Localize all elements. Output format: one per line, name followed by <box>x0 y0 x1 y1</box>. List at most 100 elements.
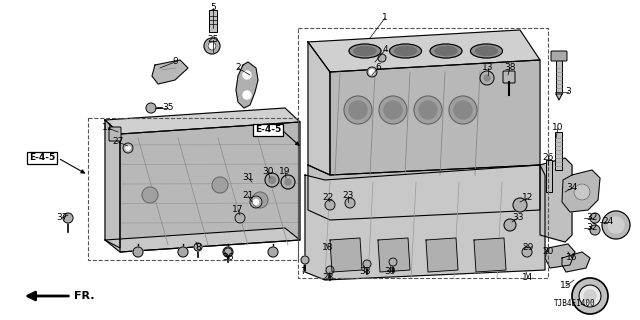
Text: 6: 6 <box>375 63 381 73</box>
Polygon shape <box>378 238 410 272</box>
Circle shape <box>513 198 527 212</box>
Circle shape <box>243 91 251 99</box>
Text: 8: 8 <box>195 244 201 252</box>
Polygon shape <box>556 94 562 100</box>
FancyBboxPatch shape <box>109 127 121 141</box>
Text: 38: 38 <box>504 63 516 73</box>
Text: 16: 16 <box>566 253 578 262</box>
Polygon shape <box>120 122 300 252</box>
Text: 14: 14 <box>522 274 534 283</box>
Polygon shape <box>305 165 545 280</box>
FancyBboxPatch shape <box>556 52 562 94</box>
Circle shape <box>194 243 202 251</box>
Ellipse shape <box>349 44 381 58</box>
Circle shape <box>504 219 516 231</box>
Circle shape <box>268 247 278 257</box>
FancyBboxPatch shape <box>209 10 217 32</box>
Circle shape <box>369 69 374 75</box>
Circle shape <box>484 75 490 81</box>
Polygon shape <box>426 238 458 272</box>
Ellipse shape <box>449 96 477 124</box>
Text: 34: 34 <box>566 183 578 193</box>
Circle shape <box>253 199 259 204</box>
Text: 35: 35 <box>163 103 173 113</box>
Text: 18: 18 <box>323 244 333 252</box>
Text: 29: 29 <box>522 244 534 252</box>
Ellipse shape <box>349 101 367 119</box>
Ellipse shape <box>476 46 497 55</box>
Circle shape <box>223 247 233 257</box>
Text: 32: 32 <box>586 213 598 222</box>
Circle shape <box>363 260 371 268</box>
Text: 39: 39 <box>384 268 396 276</box>
Text: 23: 23 <box>342 191 354 201</box>
Text: 36: 36 <box>222 253 234 262</box>
Circle shape <box>250 196 262 208</box>
Text: 31: 31 <box>243 173 253 182</box>
Text: 20: 20 <box>542 247 554 257</box>
Ellipse shape <box>470 44 502 58</box>
Circle shape <box>389 258 397 266</box>
Polygon shape <box>308 30 540 72</box>
Circle shape <box>579 285 601 307</box>
Ellipse shape <box>414 96 442 124</box>
Circle shape <box>522 247 532 257</box>
Text: 32: 32 <box>586 223 598 233</box>
Circle shape <box>574 184 590 200</box>
Circle shape <box>281 175 295 189</box>
Text: 26: 26 <box>542 154 554 163</box>
Circle shape <box>325 200 335 210</box>
Text: TJB4E1400: TJB4E1400 <box>554 299 596 308</box>
Circle shape <box>480 71 494 85</box>
Ellipse shape <box>419 101 437 119</box>
Circle shape <box>243 71 251 79</box>
Text: 2: 2 <box>235 63 241 73</box>
Circle shape <box>265 173 279 187</box>
Text: 9: 9 <box>172 58 178 67</box>
Ellipse shape <box>384 101 402 119</box>
Polygon shape <box>545 244 575 268</box>
Text: FR.: FR. <box>28 291 95 301</box>
Polygon shape <box>562 170 600 212</box>
Text: 5: 5 <box>210 4 216 12</box>
Circle shape <box>212 177 228 193</box>
Circle shape <box>572 278 608 314</box>
Circle shape <box>269 177 275 183</box>
Text: E-4-5: E-4-5 <box>29 154 55 163</box>
Circle shape <box>208 42 216 50</box>
Text: 19: 19 <box>279 167 291 177</box>
Text: 13: 13 <box>483 63 493 73</box>
Polygon shape <box>105 120 120 248</box>
Circle shape <box>126 146 130 150</box>
Circle shape <box>584 290 596 302</box>
Circle shape <box>252 192 268 208</box>
Circle shape <box>235 213 245 223</box>
FancyBboxPatch shape <box>555 132 562 170</box>
Polygon shape <box>308 165 540 220</box>
Text: 37: 37 <box>56 213 68 222</box>
Polygon shape <box>152 60 188 84</box>
FancyBboxPatch shape <box>503 71 515 83</box>
Ellipse shape <box>379 96 407 124</box>
Circle shape <box>123 143 133 153</box>
Text: 30: 30 <box>262 167 274 177</box>
Circle shape <box>345 198 355 208</box>
Circle shape <box>224 248 232 256</box>
Circle shape <box>608 217 624 233</box>
Circle shape <box>178 247 188 257</box>
Ellipse shape <box>390 44 422 58</box>
Text: 22: 22 <box>323 194 333 203</box>
Circle shape <box>285 179 291 185</box>
Text: 3: 3 <box>565 87 571 97</box>
Polygon shape <box>330 60 540 175</box>
Text: 17: 17 <box>232 205 244 214</box>
FancyBboxPatch shape <box>546 160 552 192</box>
Ellipse shape <box>344 96 372 124</box>
Text: 11: 11 <box>102 124 114 132</box>
Polygon shape <box>540 158 572 242</box>
Circle shape <box>146 103 156 113</box>
Polygon shape <box>236 62 258 108</box>
Circle shape <box>142 187 158 203</box>
Circle shape <box>378 54 386 62</box>
Circle shape <box>602 211 630 239</box>
